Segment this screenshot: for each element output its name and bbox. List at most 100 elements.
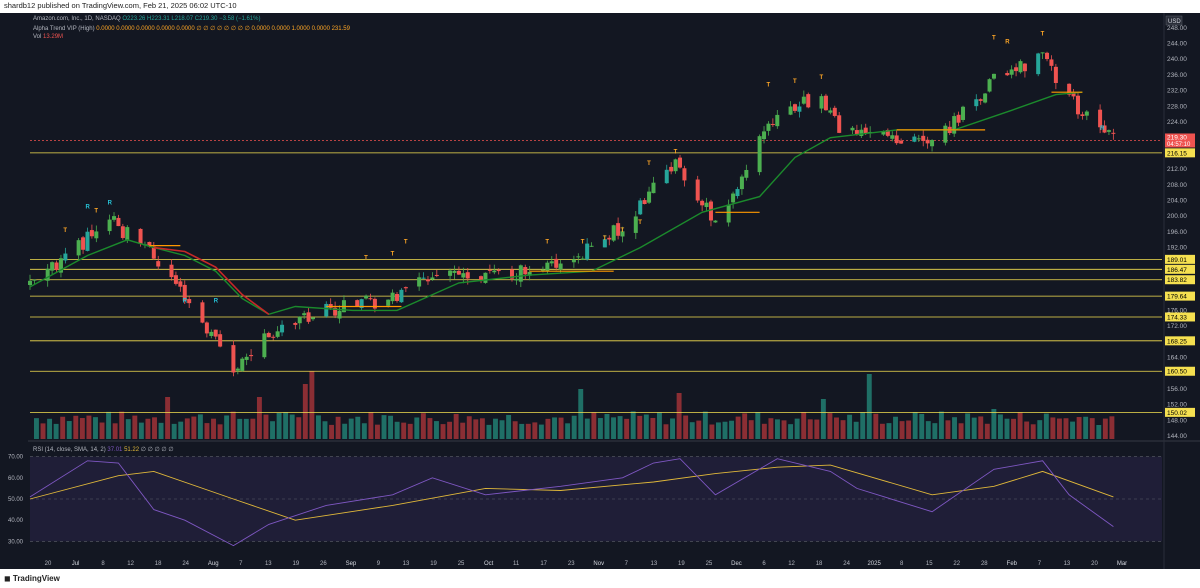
candle-body [213, 329, 218, 337]
price-tick-label: 172.00 [1167, 323, 1187, 330]
volume-bar [519, 423, 525, 439]
candle-body [107, 219, 112, 232]
level-label-bg [1165, 312, 1195, 322]
volume-bar [709, 424, 715, 439]
candle-body [271, 336, 276, 338]
indicator-name[interactable]: Alpha Trend VIP (High) [33, 26, 95, 32]
candle-body [50, 262, 55, 271]
date-tick-label: 13 [651, 561, 658, 567]
candle-body [899, 140, 904, 144]
volume-bar [643, 414, 649, 439]
symbol-title[interactable]: Amazon.com, Inc., 1D, NASDAQ [33, 16, 121, 22]
volume-bar [552, 417, 557, 439]
volume-bar [132, 415, 138, 439]
rsi-label[interactable]: RSI (14, close, SMA, 14, 2) [33, 447, 106, 453]
candle-body [607, 237, 612, 240]
volume-bar [794, 418, 800, 439]
volume-bar [604, 413, 610, 439]
candle-body [527, 271, 532, 276]
volume-bar [1043, 413, 1049, 439]
date-tick-label: 23 [568, 561, 575, 567]
volume-bar [243, 418, 249, 439]
candle-body [492, 270, 497, 273]
level-label-bg [1165, 336, 1195, 346]
date-tick-label: 13 [403, 561, 410, 567]
candle-body [854, 130, 859, 134]
volume-label[interactable]: Vol [33, 34, 42, 40]
candle-body [487, 269, 492, 271]
rsi-legend[interactable]: RSI (14, close, SMA, 14, 2) 37.01 51.22 … [33, 446, 174, 453]
volume-bar [276, 412, 282, 439]
volume-bar [1089, 418, 1095, 439]
date-tick-label: 9 [377, 561, 381, 567]
candle-body [554, 258, 559, 268]
tradingview-logo[interactable]: ◼ TradingView [4, 574, 60, 583]
volume-bar [1011, 418, 1016, 439]
volume-bar [755, 412, 761, 439]
volume-bar [466, 416, 472, 439]
volume-bar [1004, 418, 1010, 439]
candle-body [311, 317, 315, 320]
level-label-bg [1165, 291, 1195, 301]
volume-bar [322, 421, 328, 439]
volume-bar [453, 413, 459, 439]
candle-body [576, 256, 581, 258]
volume-bar [978, 416, 984, 439]
volume-bar [1037, 420, 1043, 439]
volume-bar [440, 424, 446, 439]
candle-body [983, 93, 988, 103]
volume-legend[interactable]: Vol 13.29M [33, 34, 63, 40]
volume-bar [211, 418, 216, 439]
candle-body [611, 225, 616, 241]
candle-body [58, 258, 63, 273]
candle-body [828, 110, 833, 113]
date-tick-label: 13 [265, 561, 272, 567]
candle-body [1005, 73, 1010, 76]
last-price-label: 219.30 [1167, 134, 1187, 141]
volume-value: 13.29M [43, 34, 64, 40]
volume-bar [879, 423, 885, 439]
price-axis[interactable] [1164, 13, 1200, 569]
volume-bar [1083, 416, 1089, 439]
trend-t-marker: T [992, 36, 996, 42]
volume-bar [388, 415, 394, 439]
candle-body [545, 262, 550, 272]
symbol-legend[interactable]: Amazon.com, Inc., 1D, NASDAQ O223.26 H22… [33, 16, 260, 22]
candle-body [76, 240, 81, 256]
volume-bar [230, 411, 236, 439]
date-tick-label: Nov [593, 561, 604, 567]
volume-bar [250, 418, 256, 439]
trend-t-marker: T [545, 240, 549, 246]
volume-bar [315, 415, 321, 439]
candle-body [156, 261, 161, 267]
rsi-tick-label: 30.00 [8, 539, 24, 545]
trend-t-marker: T [647, 161, 651, 167]
date-tick-label: 20 [1091, 561, 1098, 567]
volume-bar [906, 420, 912, 439]
countdown-label: 04:57:10 [1167, 142, 1191, 148]
volume-bar [1076, 417, 1082, 439]
trend-t-marker: T [766, 83, 770, 89]
indicator-legend[interactable]: Alpha Trend VIP (High) 0.0000 0.0000 0.0… [33, 25, 350, 32]
candle-body [297, 316, 302, 324]
candle-body [1067, 83, 1072, 95]
candle-body [1014, 67, 1019, 72]
candle-body [620, 231, 625, 237]
volume-bar [676, 393, 682, 439]
volume-bar [73, 415, 79, 439]
candle-body [549, 261, 554, 264]
candle-body [731, 193, 736, 203]
candle-body [916, 138, 921, 140]
trend-t-marker: T [1041, 32, 1045, 38]
volume-bar [125, 419, 131, 439]
volume-bar [112, 423, 118, 439]
volume-bar [637, 415, 643, 439]
volume-bar [525, 423, 531, 439]
rsi-sma-value: 51.22 [124, 447, 140, 453]
volume-bar [348, 418, 354, 439]
trend-t-marker: T [404, 240, 408, 246]
candle-body [1049, 59, 1054, 66]
candle-body [638, 200, 643, 215]
volume-bar [630, 411, 636, 439]
